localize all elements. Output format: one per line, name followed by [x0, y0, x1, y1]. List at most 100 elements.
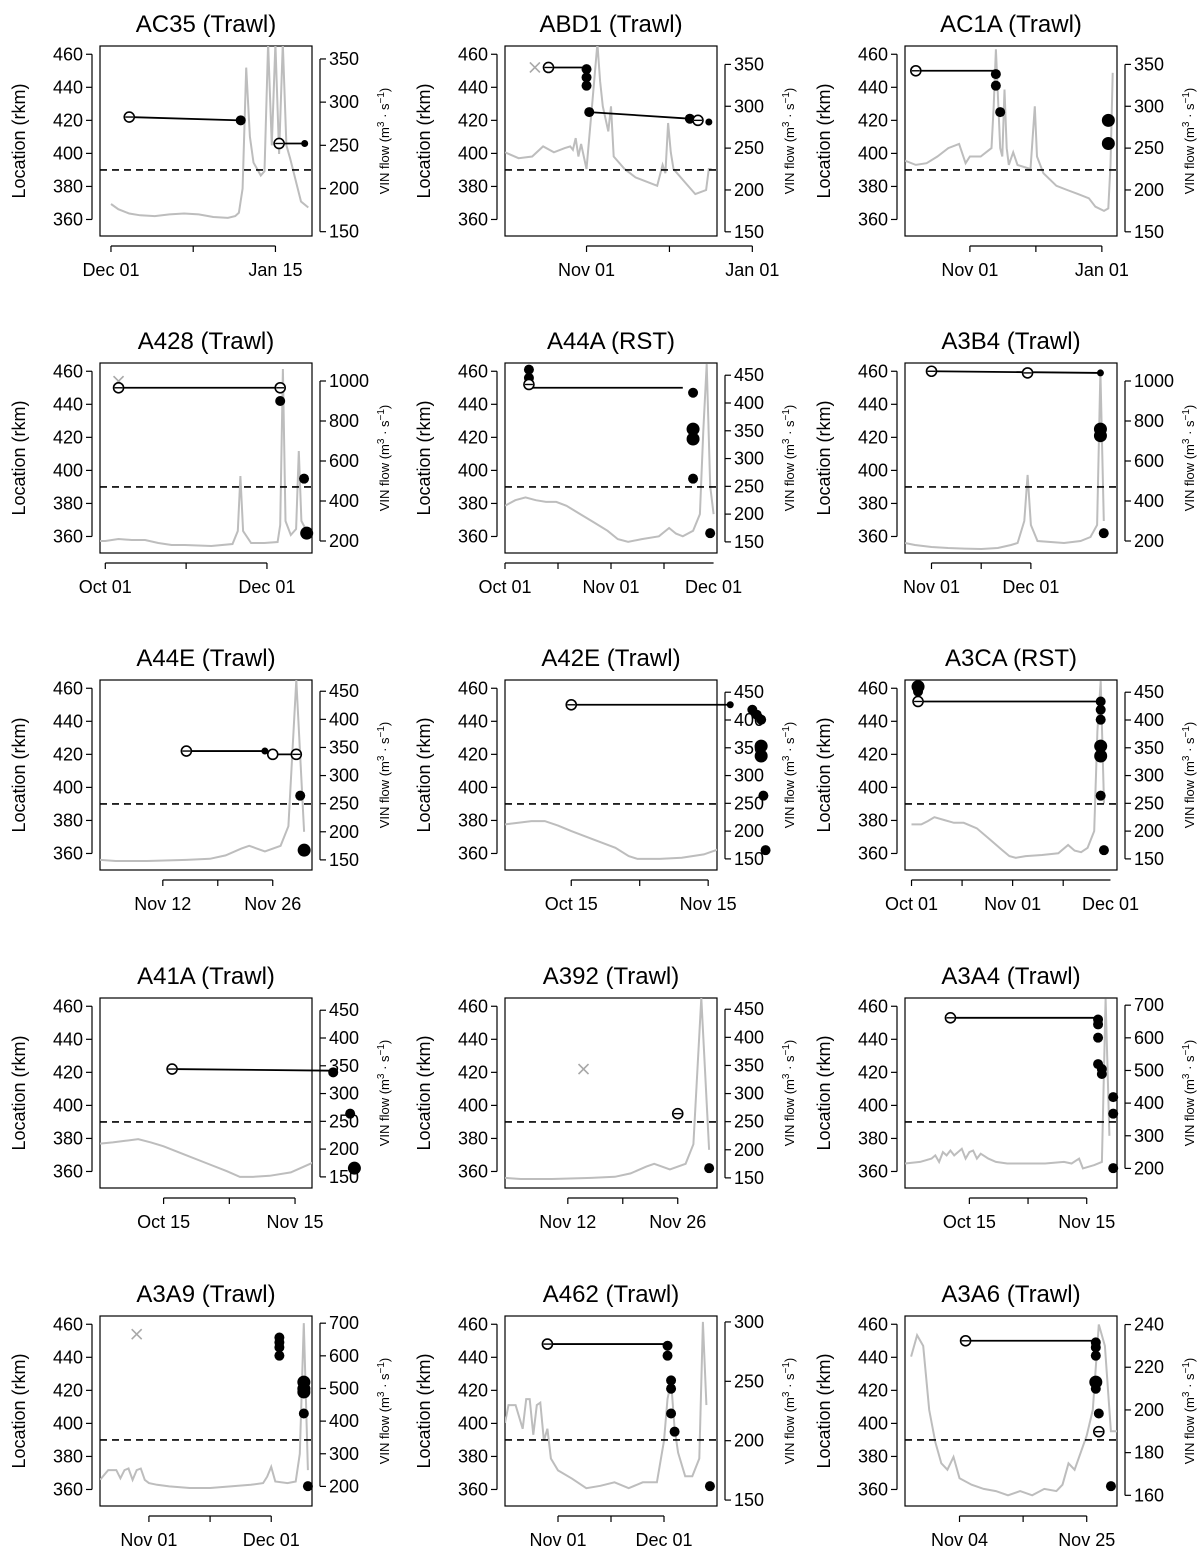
right-axis-label-part: 3	[376, 1391, 387, 1397]
left-axis-tick-label: 400	[458, 460, 488, 480]
right-axis-label-part: −1	[781, 726, 792, 738]
left-axis-tick-label: 380	[458, 176, 488, 196]
plot-frame	[99, 45, 313, 237]
release-marker-stroke	[577, 1063, 590, 1075]
detection-marker	[297, 1385, 311, 1399]
right-axis-label: VIN flow (m3 · s−1)	[1181, 405, 1197, 512]
flow-series-line	[505, 364, 715, 543]
left-axis-tick-label: 460	[53, 1314, 83, 1334]
left-axis-tick-label: 400	[53, 777, 83, 797]
flow-series-line	[911, 681, 1105, 859]
left-axis-tick-label: 440	[53, 711, 83, 731]
right-axis-label-part: VIN flow (m	[1182, 444, 1197, 511]
right-axis-tick-label: 450	[329, 1000, 359, 1020]
detection-marker	[666, 1383, 677, 1394]
right-axis-tick-label: 450	[734, 682, 764, 702]
left-axis-tick-label: 360	[53, 843, 83, 863]
detection-marker	[523, 364, 534, 375]
left-axis-tick-label: 380	[858, 176, 888, 196]
right-axis-tick-label: 300	[329, 1084, 359, 1104]
panel: A3B4 (Trawl) 360 380 400 420 440 460 Location (…	[814, 328, 1197, 597]
left-axis-tick-label: 460	[858, 678, 888, 698]
left-axis-tick-label: 400	[858, 460, 888, 480]
left-axis-tick-label: 420	[858, 1380, 888, 1400]
left-axis-tick-label: 360	[858, 1161, 888, 1181]
right-axis-label-part: )	[782, 1040, 797, 1044]
x-axis-tick-label: Nov 25	[1058, 1530, 1115, 1550]
right-axis-label-part: −1	[376, 1362, 387, 1374]
right-axis-label-part: −1	[376, 92, 387, 104]
panel: ABD1 (Trawl) 360 380 400 420 440 460 Location (…	[414, 11, 797, 280]
x-axis-tick-label: Oct 01	[478, 577, 531, 597]
right-axis-label-part: 3	[1181, 755, 1192, 761]
detection-marker	[913, 686, 924, 697]
x-axis-tick-label: Oct 01	[79, 577, 132, 597]
detection-marker	[261, 747, 269, 755]
right-axis-label-part: 3	[781, 1073, 792, 1079]
release-marker	[131, 1328, 143, 1340]
right-axis-label-part: 3	[1181, 1073, 1192, 1079]
right-axis-tick-label: 250	[734, 1371, 764, 1391]
panel: A392 (Trawl) 360 380 400 420 440 460 Location (…	[414, 963, 797, 1232]
right-axis-label-part: · s	[377, 737, 392, 756]
x-axis-tick-label: Nov 15	[680, 894, 737, 914]
left-axis-tick-label: 360	[458, 209, 488, 229]
right-axis-tick-label: 450	[329, 681, 359, 701]
right-axis-tick-label: 250	[1134, 793, 1164, 813]
right-axis-label-part: · s	[377, 103, 392, 122]
detection-marker	[705, 528, 716, 539]
left-axis-label: Location (rkm)	[9, 400, 29, 515]
right-axis-tick-label: 200	[1134, 821, 1164, 841]
right-axis-tick-label: 400	[329, 1411, 359, 1431]
panel-title: ABD1 (Trawl)	[539, 11, 682, 38]
x-axis-tick-label: Nov 12	[134, 894, 191, 914]
right-axis-tick-label: 150	[734, 1168, 764, 1188]
right-axis-tick-label: 300	[734, 766, 764, 786]
right-axis-label-part: · s	[1182, 103, 1197, 122]
detection-marker	[581, 80, 592, 91]
right-axis-tick-label: 300	[1134, 766, 1164, 786]
panel-title: A3CA (RST)	[945, 645, 1077, 672]
right-axis-label: VIN flow (m3 · s−1)	[1181, 722, 1197, 829]
right-axis-tick-label: 350	[734, 421, 764, 441]
right-axis-tick-label: 250	[734, 138, 764, 158]
panel: AC35 (Trawl) 360 380 400 420 440 460 Location (…	[9, 11, 392, 280]
right-axis-tick-label: 350	[734, 54, 764, 74]
right-axis-label-part: · s	[1182, 1055, 1197, 1074]
left-axis-tick-label: 440	[53, 394, 83, 414]
left-axis-tick-label: 380	[458, 1128, 488, 1148]
right-axis-tick-label: 200	[1134, 1158, 1164, 1178]
left-axis-tick-label: 400	[858, 1095, 888, 1115]
left-axis-tick-label: 380	[458, 1446, 488, 1466]
x-axis-tick-label: Jan 15	[248, 260, 302, 280]
detection-marker	[1101, 113, 1115, 127]
left-axis-tick-label: 440	[53, 77, 83, 97]
left-axis-tick-label: 380	[858, 1128, 888, 1148]
right-axis-label-part: −1	[781, 92, 792, 104]
detection-marker	[1090, 1383, 1101, 1394]
right-axis-label-part: 3	[1181, 1391, 1192, 1397]
x-axis-tick-label: Nov 12	[539, 1212, 596, 1232]
flow-series-line	[505, 46, 712, 196]
left-axis-tick-label: 360	[858, 1479, 888, 1499]
right-axis-tick-label: 300	[734, 449, 764, 469]
right-axis-label-part: VIN flow (m	[1182, 761, 1197, 828]
left-axis-tick-label: 460	[53, 996, 83, 1016]
detection-marker	[1095, 714, 1106, 725]
plot-frame	[904, 1315, 1118, 1507]
right-axis-label-part: VIN flow (m	[782, 444, 797, 511]
right-axis-label-part: −1	[781, 1362, 792, 1374]
right-axis-tick-label: 150	[734, 532, 764, 552]
x-axis-tick-label: Oct 15	[545, 894, 598, 914]
right-axis-tick-label: 350	[1134, 54, 1164, 74]
detection-marker	[726, 701, 734, 709]
left-axis-tick-label: 440	[458, 1029, 488, 1049]
panel: A428 (Trawl) 360 380 400 420 440 460 Location (…	[9, 328, 392, 597]
right-axis-label-part: −1	[376, 409, 387, 421]
left-axis-tick-label: 460	[53, 44, 83, 64]
detection-marker	[669, 1426, 680, 1437]
left-axis-label: Location (rkm)	[414, 1353, 434, 1468]
plot-frame	[904, 362, 1118, 554]
right-axis-label-part: )	[377, 722, 392, 726]
right-axis-tick-label: 200	[329, 822, 359, 842]
